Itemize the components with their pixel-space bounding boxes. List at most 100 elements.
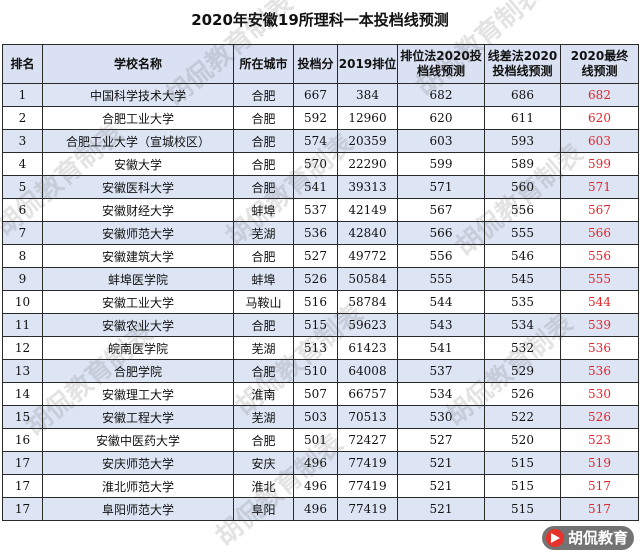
- brand-logo-icon: [545, 529, 564, 547]
- cell-method-diff: 515: [484, 497, 561, 521]
- cell-final: 530: [560, 382, 639, 406]
- table-row: 17 安庆师范大学 安庆 496 77419 521 515 519: [2, 451, 639, 475]
- cell-rank: 10: [2, 290, 43, 314]
- cell-rank: 2: [2, 106, 43, 130]
- cell-rank-2019: 70513: [337, 405, 398, 429]
- cell-school: 合肥工业大学: [42, 106, 234, 130]
- cell-method-diff: 522: [484, 405, 561, 429]
- cell-final: 544: [560, 290, 639, 314]
- cell-method-rank: 534: [397, 382, 485, 406]
- cell-final: 682: [560, 83, 639, 107]
- cell-rank: 17: [2, 451, 43, 475]
- cell-method-diff: 529: [484, 359, 561, 383]
- cell-school: 安徽师范大学: [42, 221, 234, 245]
- cell-method-rank: 571: [397, 175, 485, 199]
- cell-method-rank: 544: [397, 290, 485, 314]
- cell-city: 马鞍山: [233, 290, 294, 314]
- cell-method-diff: 545: [484, 267, 561, 291]
- table-row: 10 安徽工业大学 马鞍山 516 58784 544 535 544: [2, 290, 639, 314]
- cell-method-rank: 599: [397, 152, 485, 176]
- cell-final: 566: [560, 221, 639, 245]
- cell-method-rank: 541: [397, 336, 485, 360]
- cell-method-diff: 555: [484, 221, 561, 245]
- cell-city: 淮北: [233, 474, 294, 498]
- cell-rank-2019: 42149: [337, 198, 398, 222]
- table-row: 3 合肥工业大学（宣城校区） 合肥 574 20359 603 593 603: [2, 129, 639, 153]
- cell-school: 安徽理工大学: [42, 382, 234, 406]
- cell-method-diff: 593: [484, 129, 561, 153]
- table-row: 17 淮北师范大学 淮北 496 77419 521 515 517: [2, 474, 639, 498]
- cell-rank-2019: 72427: [337, 428, 398, 452]
- cell-final: 519: [560, 451, 639, 475]
- cell-final: 567: [560, 198, 639, 222]
- cell-score: 496: [293, 451, 338, 475]
- cell-method-rank: 543: [397, 313, 485, 337]
- cell-city: 芜湖: [233, 405, 294, 429]
- cell-school: 安徽中医药大学: [42, 428, 234, 452]
- cell-school: 淮北师范大学: [42, 474, 234, 498]
- table-row: 17 阜阳师范大学 阜阳 496 77419 521 515 517: [2, 497, 639, 521]
- cell-school: 合肥学院: [42, 359, 234, 383]
- cell-rank-2019: 59623: [337, 313, 398, 337]
- cell-city: 合肥: [233, 313, 294, 337]
- page-title: 2020年安徽19所理科一本投档线预测: [191, 11, 449, 29]
- table-row: 2 合肥工业大学 合肥 592 12960 620 611 620: [2, 106, 639, 130]
- table-row: 6 安徽财经大学 蚌埠 537 42149 567 556 567: [2, 198, 639, 222]
- header-rank-2019: 2019排位: [337, 44, 398, 84]
- cell-score: 667: [293, 83, 338, 107]
- header-method-diff-line2: 投档线预测: [492, 64, 553, 78]
- cell-school: 安徽财经大学: [42, 198, 234, 222]
- table-row: 15 安徽工程大学 芜湖 503 70513 530 522 526: [2, 405, 639, 429]
- cell-score: 496: [293, 474, 338, 498]
- cell-city: 淮南: [233, 382, 294, 406]
- cell-rank: 12: [2, 336, 43, 360]
- cell-school: 安庆师范大学: [42, 451, 234, 475]
- cell-school: 安徽农业大学: [42, 313, 234, 337]
- cell-final: 603: [560, 129, 639, 153]
- cell-method-diff: 515: [484, 451, 561, 475]
- cell-score: 513: [293, 336, 338, 360]
- cell-score: 501: [293, 428, 338, 452]
- table-row: 14 安徽理工大学 淮南 507 66757 534 526 530: [2, 382, 639, 406]
- header-school: 学校名称: [42, 44, 234, 84]
- header-final: 2020最终 线预测: [560, 44, 639, 84]
- cell-final: 517: [560, 497, 639, 521]
- table-header-row: 排名 学校名称 所在城市 投档分 2019排位 排位法2020投 档线预测 线差…: [2, 44, 639, 84]
- cell-rank: 4: [2, 152, 43, 176]
- table-row: 7 安徽师范大学 芜湖 536 42840 566 555 566: [2, 221, 639, 245]
- cell-city: 蚌埠: [233, 267, 294, 291]
- cell-score: 526: [293, 267, 338, 291]
- cell-method-rank: 537: [397, 359, 485, 383]
- cell-method-rank: 603: [397, 129, 485, 153]
- cell-method-diff: 556: [484, 198, 561, 222]
- cell-rank-2019: 77419: [337, 451, 398, 475]
- cell-rank-2019: 58784: [337, 290, 398, 314]
- cell-rank: 15: [2, 405, 43, 429]
- cell-school: 安徽工程大学: [42, 405, 234, 429]
- cell-method-diff: 535: [484, 290, 561, 314]
- cell-rank-2019: 66757: [337, 382, 398, 406]
- cell-rank: 13: [2, 359, 43, 383]
- table-row: 8 安徽建筑大学 合肥 527 49772 556 546 556: [2, 244, 639, 268]
- cell-score: 515: [293, 313, 338, 337]
- cell-rank: 9: [2, 267, 43, 291]
- cell-city: 蚌埠: [233, 198, 294, 222]
- header-method-rank-line1: 排位法2020投: [400, 49, 482, 63]
- cell-method-diff: 546: [484, 244, 561, 268]
- cell-method-rank: 530: [397, 405, 485, 429]
- cell-school: 安徽大学: [42, 152, 234, 176]
- cell-rank-2019: 20359: [337, 129, 398, 153]
- cell-score: 510: [293, 359, 338, 383]
- table-row: 9 蚌埠医学院 蚌埠 526 50584 555 545 555: [2, 267, 639, 291]
- cell-rank-2019: 50584: [337, 267, 398, 291]
- cell-method-rank: 555: [397, 267, 485, 291]
- cell-score: 574: [293, 129, 338, 153]
- cell-method-diff: 526: [484, 382, 561, 406]
- table-row: 13 合肥学院 合肥 510 64008 537 529 536: [2, 359, 639, 383]
- cell-final: 556: [560, 244, 639, 268]
- cell-final: 526: [560, 405, 639, 429]
- cell-method-diff: 515: [484, 474, 561, 498]
- cell-city: 合肥: [233, 428, 294, 452]
- cell-school: 安徽工业大学: [42, 290, 234, 314]
- header-final-line1: 2020最终: [570, 49, 629, 63]
